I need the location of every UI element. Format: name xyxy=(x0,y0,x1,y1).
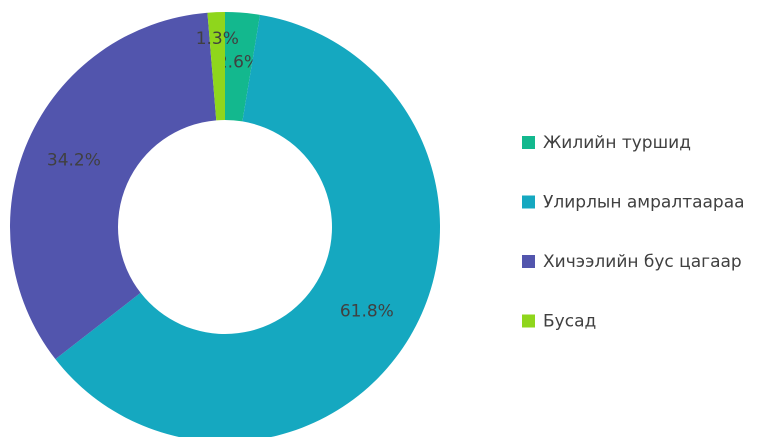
legend-label: Бусад xyxy=(543,312,596,332)
data-label: 2.6% xyxy=(217,53,260,73)
legend-swatch xyxy=(522,136,535,149)
donut-slice xyxy=(225,12,261,122)
legend-swatch xyxy=(522,195,535,209)
legend-label: Жилийн туршид xyxy=(543,133,691,153)
donut-slice xyxy=(207,12,225,121)
legend-label: Улирлын амралтаараа xyxy=(543,193,745,213)
data-label: 34.2% xyxy=(47,151,101,171)
donut-slice xyxy=(55,14,440,437)
legend-swatch xyxy=(522,255,535,268)
donut-slice xyxy=(10,12,217,360)
legend-swatch xyxy=(522,314,535,328)
data-label: 1.3% xyxy=(196,29,239,49)
legend-label: Хичээлийн бус цагаар xyxy=(543,252,742,272)
data-label: 61.8% xyxy=(340,301,394,321)
